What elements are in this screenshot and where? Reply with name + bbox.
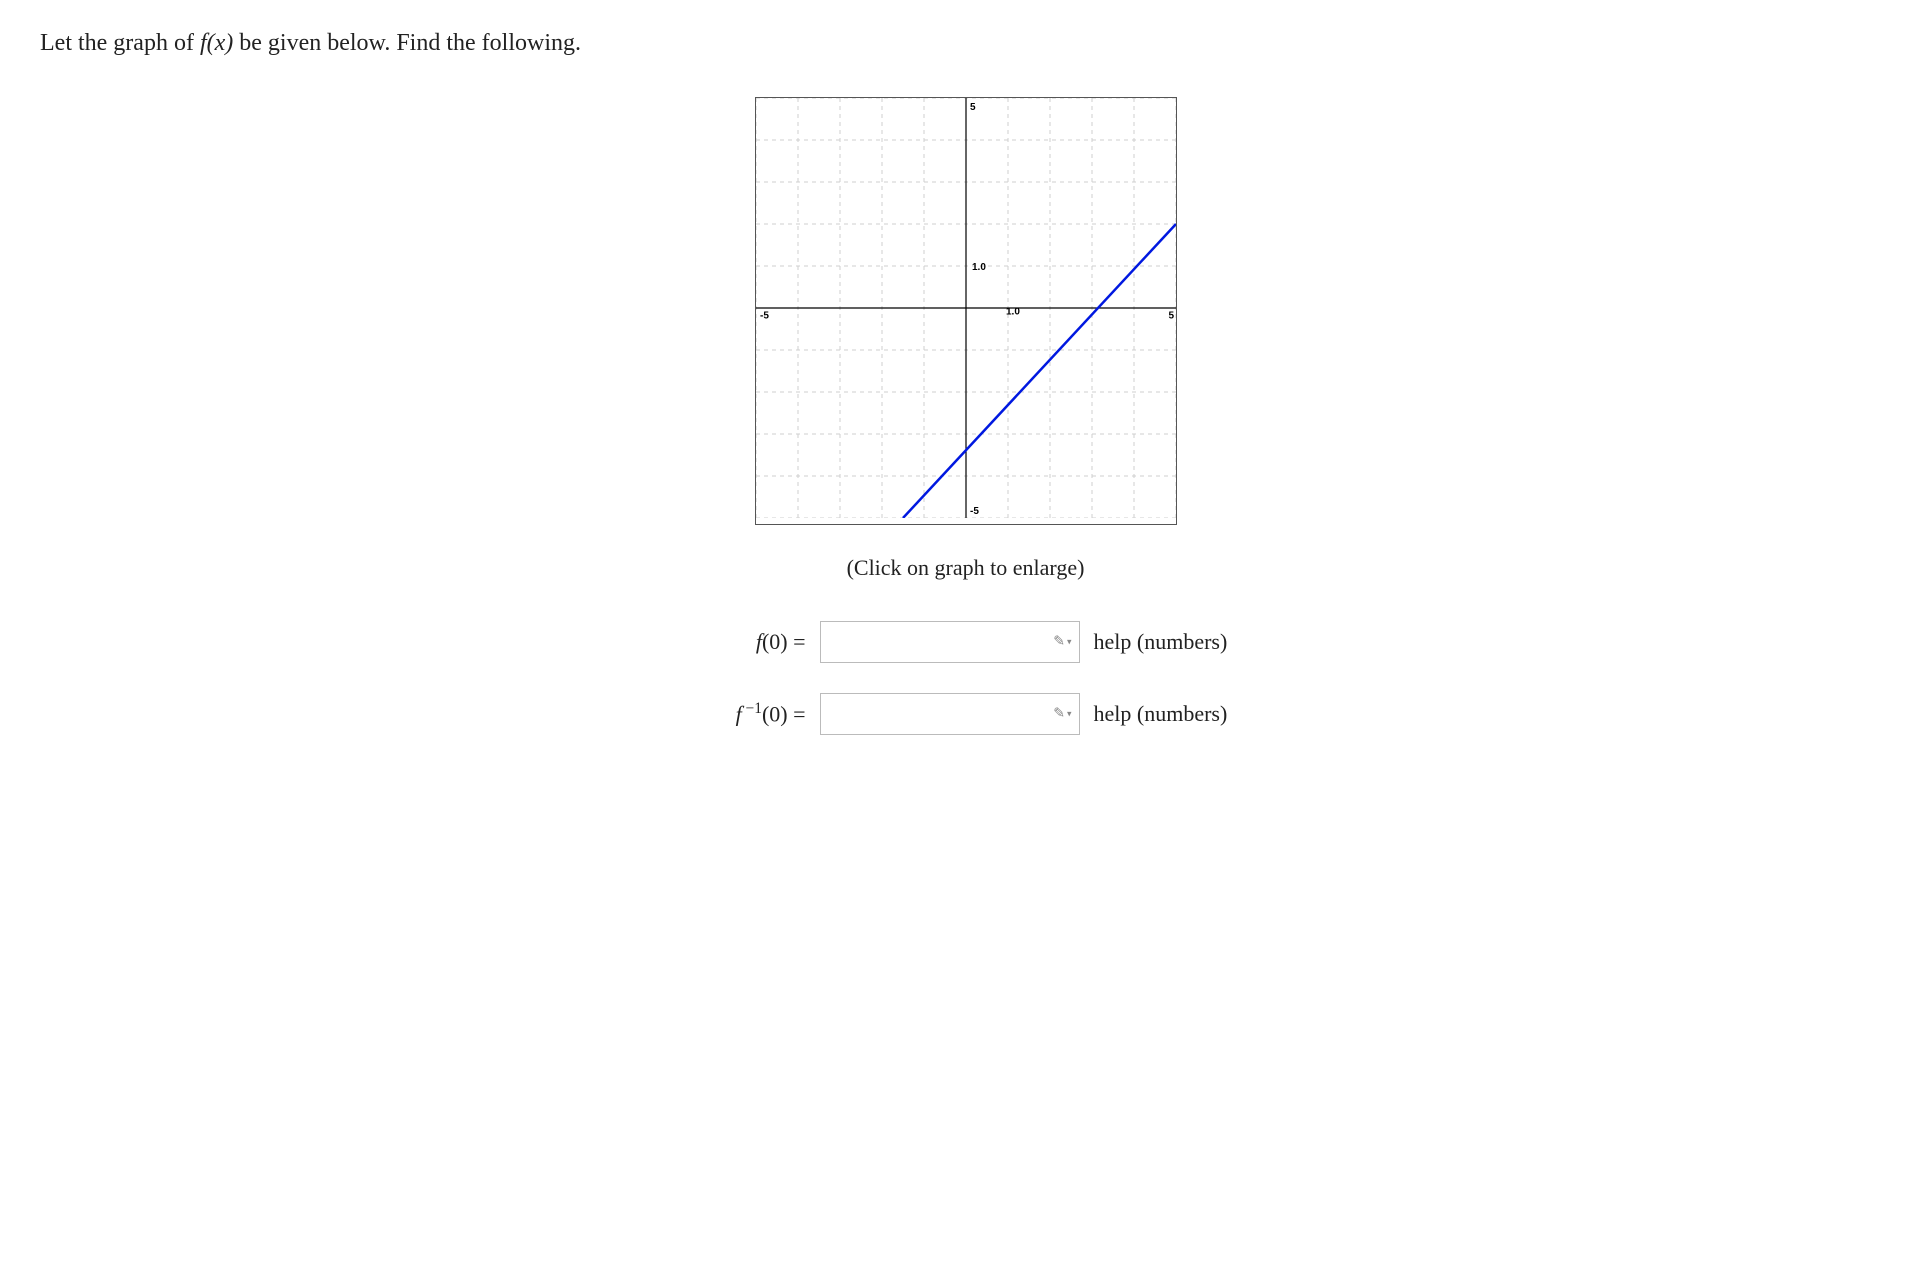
svg-text:1.0: 1.0 (972, 262, 986, 273)
answer-row-f-inverse-of-0: f −1(0) = ✎▾ help (numbers) (516, 693, 1416, 735)
graph-caption: (Click on graph to enlarge) (646, 555, 1286, 581)
input-wrap-f-inverse-of-0: ✎▾ (820, 693, 1080, 735)
question-prompt: Let the graph of f(x) be given below. Fi… (40, 30, 1891, 57)
answer-row-f-of-0: f(0) = ✎▾ help (numbers) (516, 621, 1416, 663)
help-link-f-of-0[interactable]: help (numbers) (1094, 629, 1228, 655)
answer-label-f-inverse-of-0: f −1(0) = (696, 700, 806, 727)
prompt-post: be given below. Find the following. (233, 30, 581, 56)
graph-container[interactable]: -5 5 5 -5 1.0 1.0 (755, 97, 1177, 525)
svg-text:-5: -5 (760, 310, 769, 321)
input-wrap-f-of-0: ✎▾ (820, 621, 1080, 663)
answer-label-f-of-0: f(0) = (696, 629, 806, 655)
answer-input-f-inverse-of-0[interactable] (820, 693, 1080, 735)
prompt-pre: Let the graph of (40, 30, 200, 56)
svg-text:5: 5 (1168, 310, 1174, 321)
help-link-f-inverse-of-0[interactable]: help (numbers) (1094, 701, 1228, 727)
svg-text:-5: -5 (970, 506, 979, 517)
answer-input-f-of-0[interactable] (820, 621, 1080, 663)
function-graph: -5 5 5 -5 1.0 1.0 (756, 98, 1176, 518)
answer-section: f(0) = ✎▾ help (numbers) f −1(0) = ✎▾ help (n… (516, 621, 1416, 735)
prompt-fn: f(x) (200, 30, 233, 56)
svg-text:5: 5 (970, 102, 976, 113)
svg-text:1.0: 1.0 (1006, 307, 1020, 318)
